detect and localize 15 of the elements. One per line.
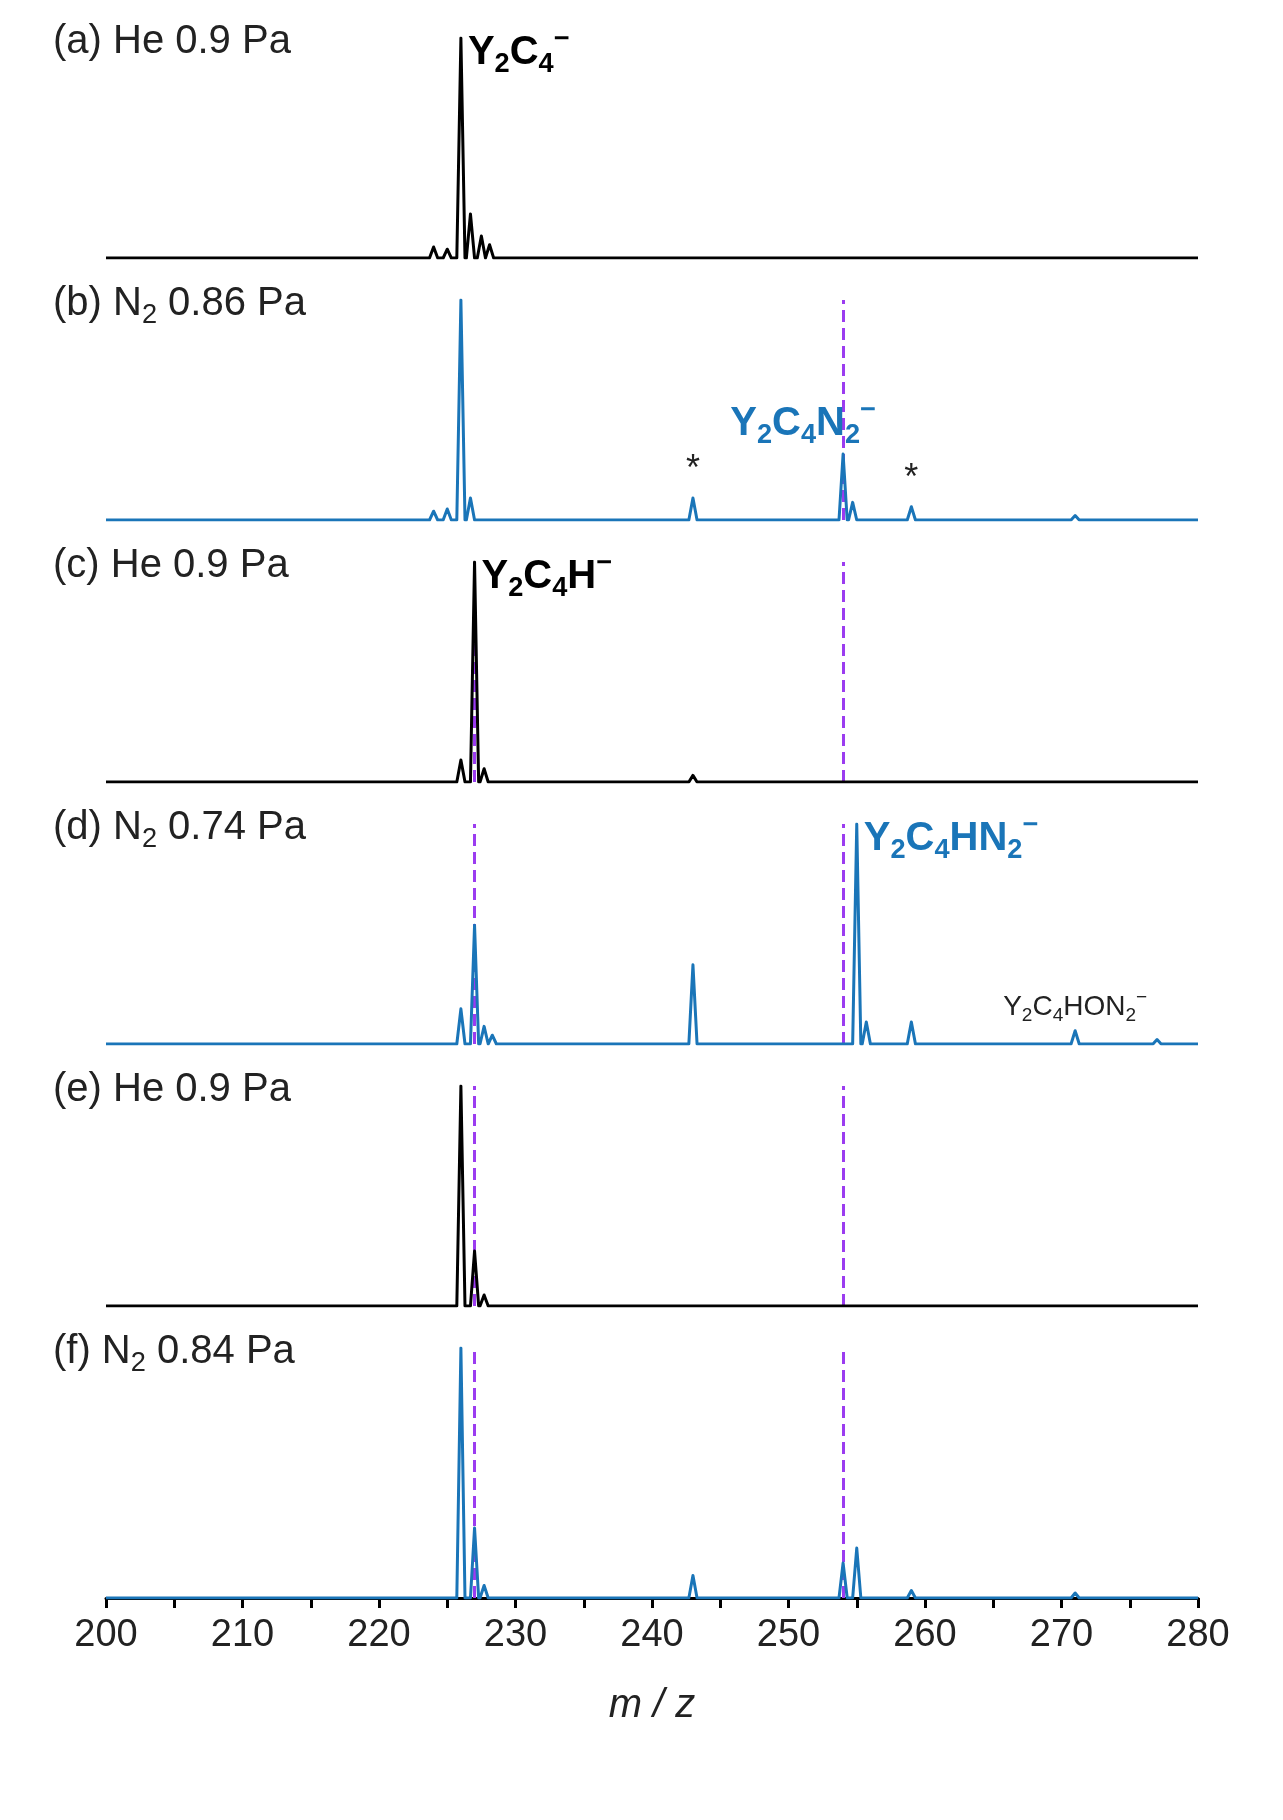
- x-tick-label: 260: [893, 1612, 957, 1654]
- x-tick-label: 230: [483, 1612, 548, 1654]
- x-tick-label: 270: [1029, 1612, 1094, 1654]
- x-tick-label: 220: [347, 1612, 411, 1654]
- chart-title: (a) He 0.9 Pa: [53, 17, 292, 61]
- annotation: *: [904, 455, 919, 497]
- annotation: *: [685, 447, 700, 489]
- chart-title: (c) He 0.9 Pa: [53, 541, 290, 585]
- x-tick-label: 250: [756, 1612, 821, 1654]
- x-tick-label: 240: [620, 1612, 684, 1654]
- chart-title: (e) He 0.9 Pa: [53, 1065, 292, 1109]
- x-tick-label: 280: [1166, 1612, 1230, 1654]
- x-axis-title: m / z: [608, 1681, 696, 1725]
- x-tick-label: 210: [210, 1612, 275, 1654]
- x-tick-label: 200: [74, 1612, 138, 1654]
